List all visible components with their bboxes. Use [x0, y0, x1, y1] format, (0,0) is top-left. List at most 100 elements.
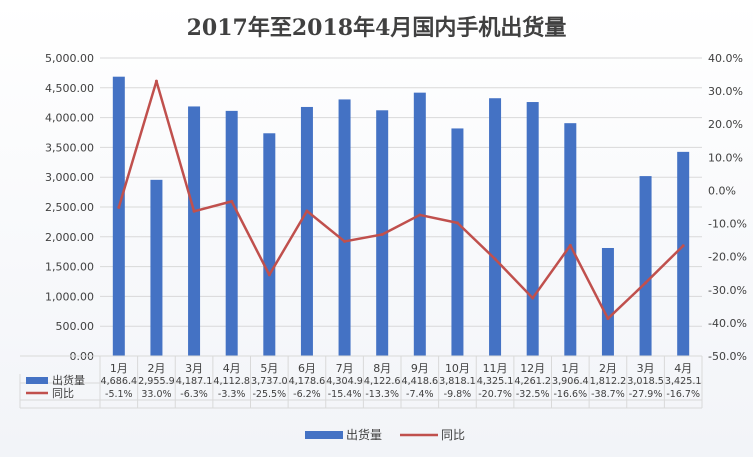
x-tick-label: 10月 [445, 362, 470, 375]
table-value-yoy: -16.6% [554, 389, 588, 400]
table-value-yoy: -5.1% [105, 389, 133, 400]
line-point [455, 221, 459, 225]
bar [112, 76, 125, 357]
table-key-bar [26, 377, 48, 384]
y-left-tick-label: 4,000.00 [45, 112, 94, 125]
x-tick-label: 1月 [110, 362, 128, 375]
bar [639, 176, 652, 356]
table-value-shipments: 4,187.1 [176, 376, 213, 387]
y-right-tick-label: 40.0% [708, 52, 743, 65]
line-point [644, 281, 648, 285]
y-left-tick-label: 5,000.00 [45, 52, 94, 65]
line-point [531, 296, 535, 300]
table-value-yoy: -6.2% [293, 389, 321, 400]
line-point [305, 209, 309, 213]
y-left-tick-label: 1,000.00 [45, 290, 94, 303]
line-point [343, 239, 347, 243]
table-value-yoy: -13.3% [365, 389, 399, 400]
line-point [681, 244, 685, 248]
legend-label: 出货量 [346, 427, 382, 442]
line-point [192, 209, 196, 213]
chart-title: 2017年至2018年4月国内手机出货量 [186, 15, 567, 41]
line-point [230, 199, 234, 203]
table-value-shipments: 2,955.9 [138, 376, 175, 387]
y-right-tick-label: 20.0% [708, 118, 743, 131]
table-value-shipments: 4,112.8 [213, 376, 250, 387]
table-value-yoy: -3.3% [218, 389, 246, 400]
line-point [418, 213, 422, 217]
legend-label: 同比 [441, 428, 465, 442]
y-right-tick-label: 10.0% [708, 151, 743, 164]
y-left-tick-label: 2,500.00 [45, 201, 94, 214]
x-tick-label: 4月 [223, 362, 241, 375]
y-right-tick-label: -50.0% [708, 350, 747, 363]
x-tick-label: 3月 [185, 362, 203, 375]
legend-key-bar [305, 431, 343, 439]
bar [564, 123, 577, 356]
y-right-tick-label: 30.0% [708, 85, 743, 98]
x-tick-label: 5月 [260, 362, 278, 375]
x-tick-label: 9月 [411, 362, 429, 375]
y-left-tick-label: 2,000.00 [45, 231, 94, 244]
bar [150, 179, 163, 356]
line-point [380, 232, 384, 236]
x-tick-label: 11月 [483, 362, 508, 375]
y-right-tick-label: -20.0% [708, 251, 747, 264]
line-point [568, 243, 572, 247]
series-line-yoy [117, 79, 685, 320]
y-left-tick-label: 4,500.00 [45, 82, 94, 95]
x-tick-label: 4月 [674, 362, 692, 375]
table-value-shipments: 4,325.1 [477, 376, 514, 387]
table-value-shipments: 4,122.6 [364, 376, 401, 387]
table-value-shipments: 3,425.1 [665, 376, 702, 387]
x-tick-label: 2月 [147, 362, 165, 375]
table-value-shipments: 4,686.4 [101, 376, 138, 387]
y-right-tick-label: -40.0% [708, 317, 747, 330]
bar [188, 106, 201, 356]
table-value-shipments: 4,418.6 [402, 376, 439, 387]
table-value-yoy: -27.9% [629, 389, 663, 400]
table-value-shipments: 3,818.1 [439, 376, 476, 387]
x-tick-label: 2月 [599, 362, 617, 375]
table-value-yoy: -6.3% [180, 389, 208, 400]
x-tick-label: 7月 [336, 362, 354, 375]
bar [225, 110, 238, 356]
x-tick-label: 8月 [373, 362, 391, 375]
table-row-label: 出货量 [52, 373, 85, 387]
bar [338, 99, 351, 356]
y-left-tick-label: 1,500.00 [45, 261, 94, 274]
table-value-yoy: -20.7% [478, 389, 512, 400]
table-value-shipments: 4,178.6 [289, 376, 326, 387]
table-value-shipments: 4,304.9 [326, 376, 363, 387]
bar [263, 133, 276, 356]
bar [526, 102, 539, 357]
bar [601, 247, 614, 356]
table-value-yoy: -16.7% [666, 389, 700, 400]
x-tick-label: 3月 [637, 362, 655, 375]
bar [677, 151, 690, 356]
line-point [154, 79, 158, 83]
line-point [493, 257, 497, 261]
table-value-yoy: -25.5% [253, 389, 287, 400]
y-left-tick-label: 3,000.00 [45, 171, 94, 184]
y-right-tick-label: -30.0% [708, 284, 747, 297]
table-value-yoy: -7.4% [406, 389, 434, 400]
table-row-label: 同比 [52, 387, 74, 400]
table-value-yoy: -38.7% [591, 389, 625, 400]
table-value-shipments: 3,737.0 [251, 376, 288, 387]
bar [300, 106, 313, 356]
y-right-tick-label: 0.0% [708, 184, 736, 197]
table-value-shipments: 3,906.4 [552, 376, 589, 387]
table-value-yoy: -9.8% [444, 389, 472, 400]
y-left-tick-label: 3,500.00 [45, 141, 94, 154]
line-point [267, 273, 271, 277]
bar [413, 92, 426, 357]
x-tick-label: 1月 [561, 362, 579, 375]
table-value-shipments: 3,018.5 [627, 376, 664, 387]
line-point [117, 205, 121, 209]
x-tick-label: 12月 [520, 362, 545, 375]
y-left-tick-label: 500.00 [56, 320, 95, 333]
table-value-shipments: 4,261.2 [514, 376, 551, 387]
